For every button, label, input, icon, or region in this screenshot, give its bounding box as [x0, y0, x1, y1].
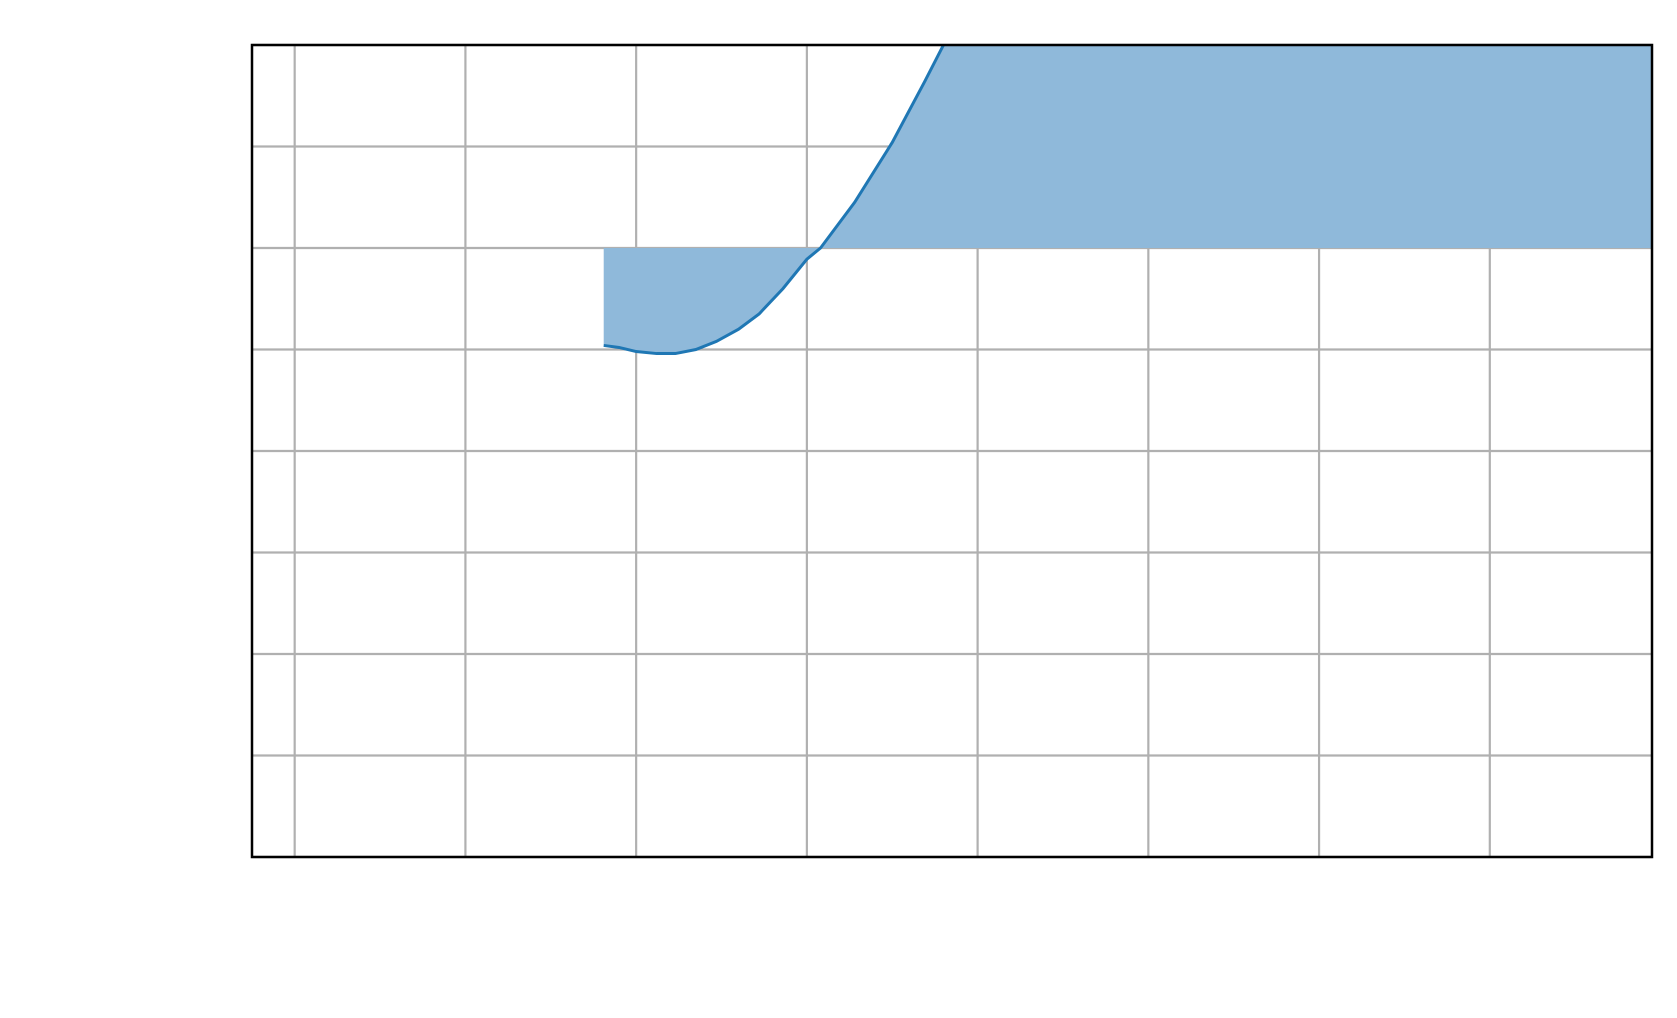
line — [603, 45, 946, 356]
fill-area — [603, 45, 1652, 354]
plot-frame — [250, 43, 1654, 859]
